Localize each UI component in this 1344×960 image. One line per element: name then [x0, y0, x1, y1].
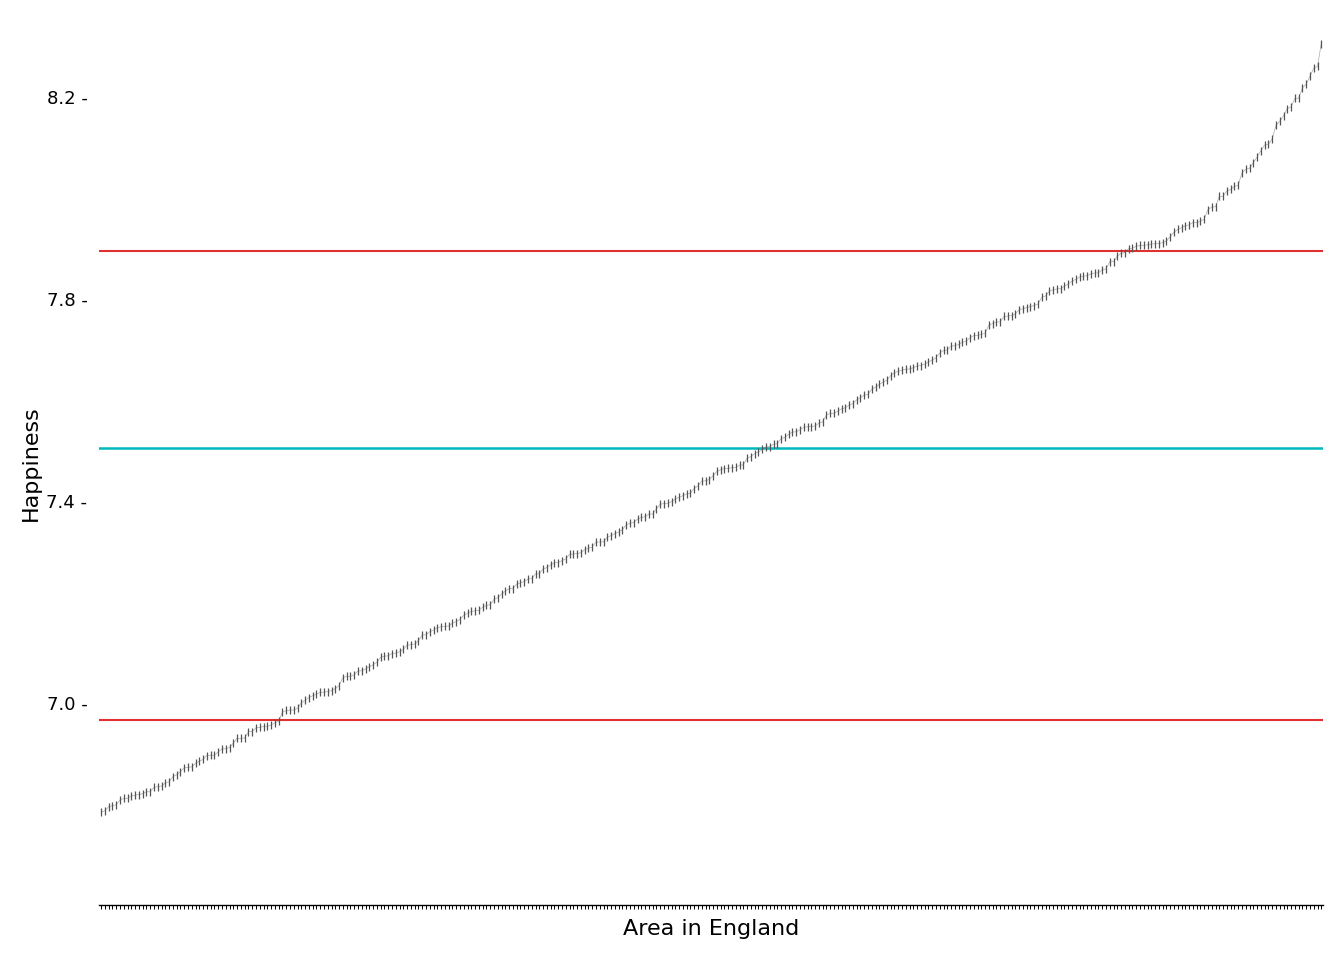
Y-axis label: Happiness: Happiness — [22, 405, 40, 520]
X-axis label: Area in England: Area in England — [624, 919, 800, 939]
